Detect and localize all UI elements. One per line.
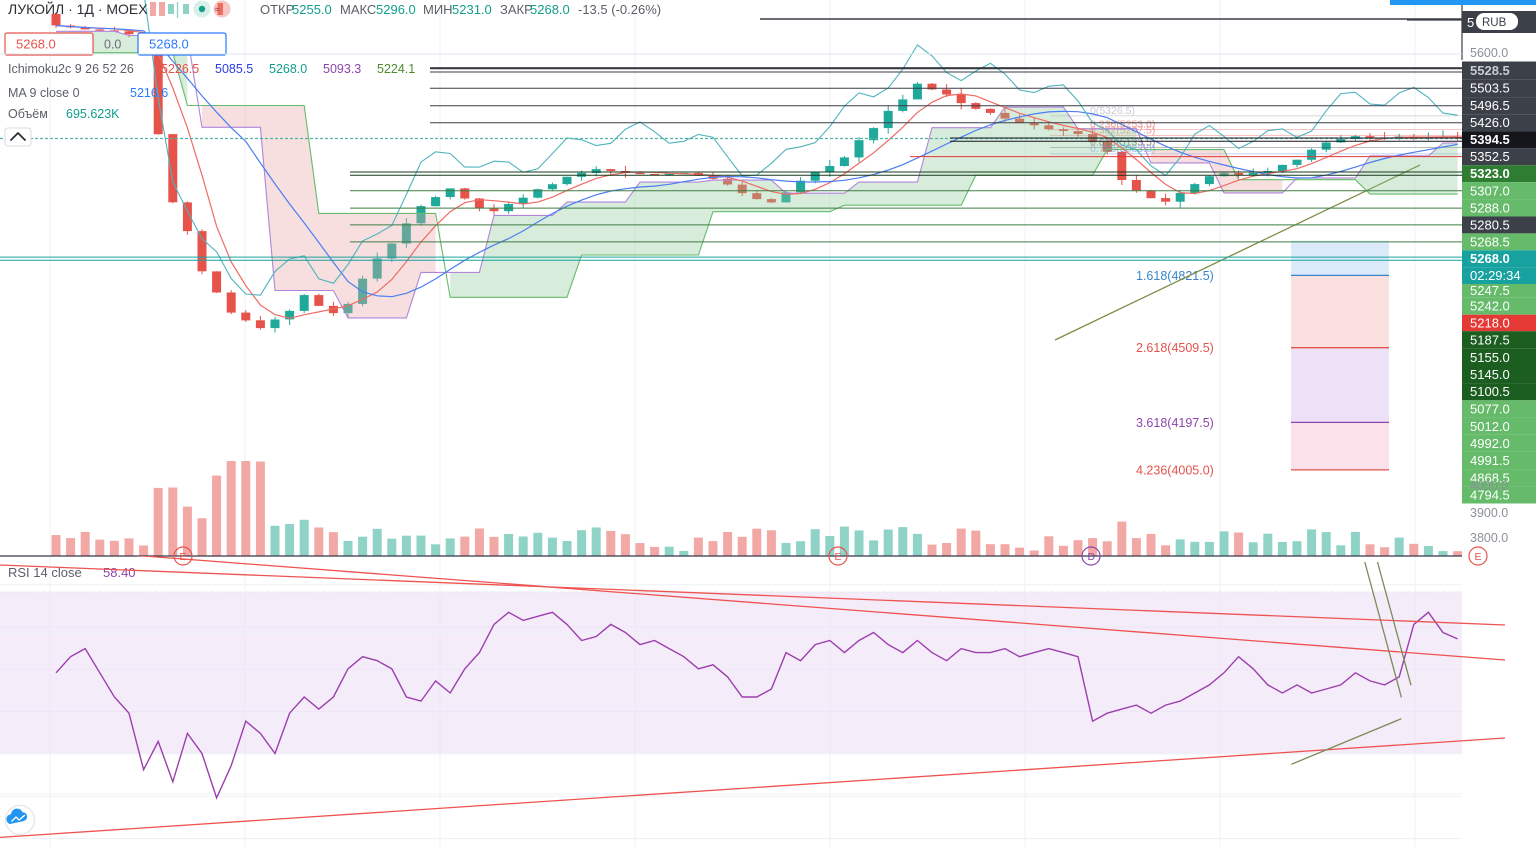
svg-text:5426.0: 5426.0 — [1470, 115, 1510, 130]
svg-text:5226.5: 5226.5 — [161, 62, 199, 76]
svg-text:2.618(4509.5): 2.618(4509.5) — [1136, 341, 1214, 355]
svg-text:4992.0: 4992.0 — [1470, 436, 1510, 451]
svg-text:3800.0: 3800.0 — [1470, 531, 1508, 545]
svg-text:3900.0: 3900.0 — [1470, 506, 1508, 520]
svg-text:5503.5: 5503.5 — [1470, 81, 1510, 96]
svg-text:5296.0: 5296.0 — [376, 2, 416, 17]
svg-text:MA 9 close 0: MA 9 close 0 — [8, 86, 80, 100]
svg-text:5231.0: 5231.0 — [452, 2, 492, 17]
svg-text:5218.0: 5218.0 — [1470, 315, 1510, 330]
svg-text:5100.5: 5100.5 — [1470, 384, 1510, 399]
svg-text:МИН: МИН — [423, 2, 453, 17]
svg-text:D: D — [1088, 551, 1096, 563]
svg-text:5: 5 — [1467, 15, 1474, 30]
svg-text:E: E — [1475, 551, 1482, 563]
svg-text:5187.5: 5187.5 — [1470, 333, 1510, 348]
svg-text:5247.5: 5247.5 — [1470, 283, 1510, 298]
svg-text:5600.0: 5600.0 — [1470, 46, 1508, 60]
svg-text:5216.6: 5216.6 — [130, 86, 168, 100]
svg-text:≈: ≈ — [215, 5, 220, 16]
svg-text:5093.3: 5093.3 — [323, 62, 361, 76]
svg-text:5224.1: 5224.1 — [377, 62, 415, 76]
svg-text:5268.0: 5268.0 — [1470, 251, 1510, 266]
svg-text:ЛУКОЙЛ · 1Д · MOEX: ЛУКОЙЛ · 1Д · MOEX — [8, 0, 148, 17]
svg-text:ОТКР: ОТКР — [260, 2, 294, 17]
svg-text:58.40: 58.40 — [103, 565, 136, 580]
svg-text:5155.0: 5155.0 — [1470, 350, 1510, 365]
svg-text:5077.0: 5077.0 — [1470, 402, 1510, 417]
svg-text:5280.5: 5280.5 — [1470, 217, 1510, 232]
svg-text:5528.5: 5528.5 — [1470, 63, 1510, 78]
svg-text:0.0: 0.0 — [104, 38, 121, 52]
svg-text:5268.5: 5268.5 — [1470, 234, 1510, 249]
svg-text:5268.0: 5268.0 — [149, 37, 189, 52]
svg-text:RUB: RUB — [1482, 17, 1507, 29]
svg-text:E: E — [835, 551, 842, 563]
svg-text:-13.5 (-0.26%): -13.5 (-0.26%) — [578, 2, 661, 17]
svg-text:5012.0: 5012.0 — [1470, 419, 1510, 434]
svg-text:5288.0: 5288.0 — [1470, 201, 1510, 216]
svg-text:5496.5: 5496.5 — [1470, 98, 1510, 113]
svg-text:4991.5: 4991.5 — [1470, 453, 1510, 468]
svg-text:5268.0: 5268.0 — [16, 37, 56, 52]
svg-text:Ichimoku2c 9 26 52 26: Ichimoku2c 9 26 52 26 — [8, 62, 134, 76]
svg-text:5242.0: 5242.0 — [1470, 298, 1510, 313]
svg-text:ЗАКР: ЗАКР — [500, 2, 533, 17]
svg-text:3.618(4197.5): 3.618(4197.5) — [1136, 416, 1214, 430]
svg-text:E: E — [180, 551, 187, 563]
svg-text:5323.0: 5323.0 — [1470, 166, 1510, 181]
svg-text:1.618(4821.5): 1.618(4821.5) — [1136, 269, 1214, 283]
svg-text:5268.0: 5268.0 — [269, 62, 307, 76]
svg-text:02:29:34: 02:29:34 — [1470, 268, 1521, 283]
svg-text:5255.0: 5255.0 — [292, 2, 332, 17]
svg-text:5085.5: 5085.5 — [215, 62, 253, 76]
svg-text:5307.0: 5307.0 — [1470, 183, 1510, 198]
svg-text:5145.0: 5145.0 — [1470, 367, 1510, 382]
svg-text:МАКС: МАКС — [340, 2, 376, 17]
svg-text:4000.0: 4000.0 — [1470, 479, 1508, 493]
svg-text:695.623K: 695.623K — [66, 107, 120, 121]
svg-text:5352.5: 5352.5 — [1470, 149, 1510, 164]
svg-text:5268.0: 5268.0 — [530, 2, 570, 17]
svg-text:5394.5: 5394.5 — [1470, 132, 1510, 147]
svg-text:Объём: Объём — [8, 107, 48, 121]
svg-text:4.236(4005.0): 4.236(4005.0) — [1136, 463, 1214, 477]
